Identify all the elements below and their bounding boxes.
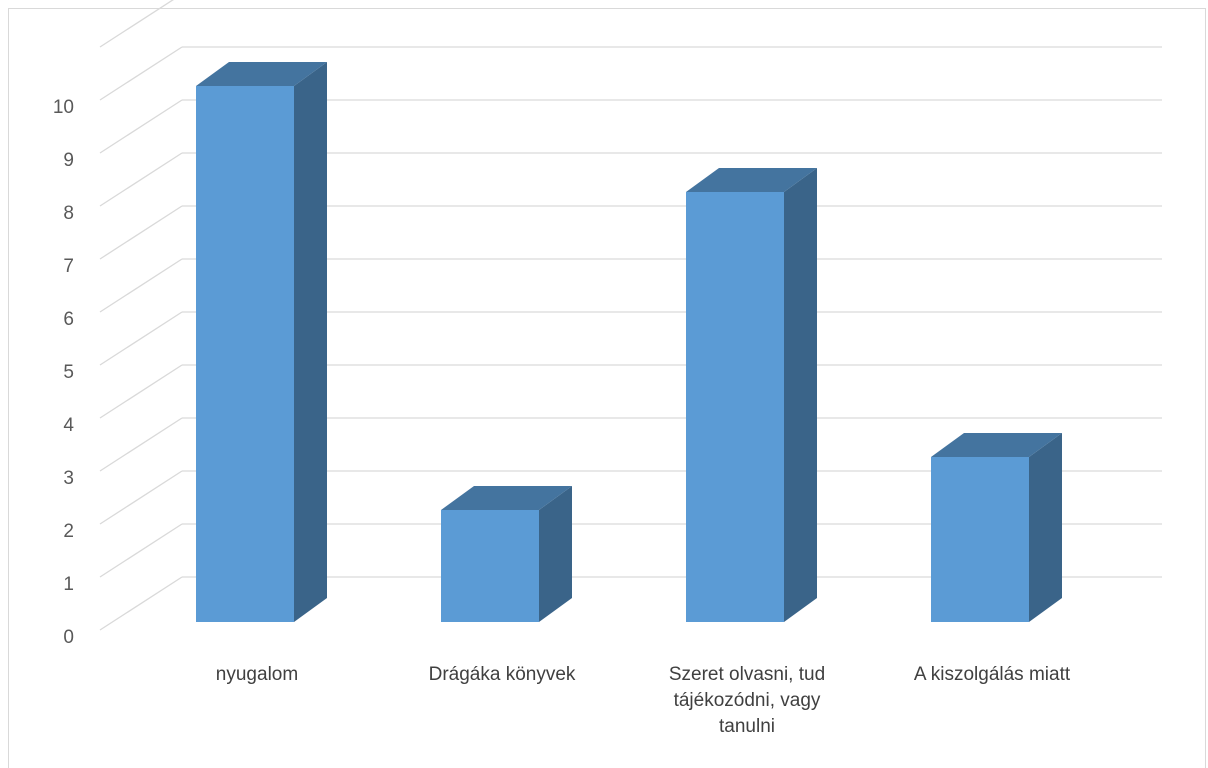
gridline-side — [99, 205, 183, 260]
category-label: tanulni — [719, 716, 775, 737]
gridline-side — [99, 152, 183, 207]
gridline-side — [99, 0, 174, 48]
gridline-side — [99, 523, 183, 578]
y-tick-label: 8 — [63, 203, 74, 224]
y-tick-label: 5 — [63, 362, 74, 383]
y-tick-label: 9 — [63, 150, 74, 171]
bar-top — [686, 168, 817, 192]
bar — [441, 486, 572, 622]
bar-front — [686, 192, 784, 622]
gridline-side — [99, 364, 183, 419]
grid-layer — [99, 0, 1162, 631]
category-label: tájékozódni, vagy — [674, 690, 821, 711]
y-tick-label: 1 — [63, 574, 74, 595]
bar-side — [784, 168, 817, 622]
bar-front — [196, 86, 294, 622]
gridline-side — [99, 258, 183, 313]
category-label: A kiszolgálás miatt — [914, 664, 1071, 685]
bar — [931, 433, 1062, 622]
bar-top — [196, 62, 327, 86]
bar-front — [931, 457, 1029, 622]
category-label: Drágáka könyvek — [429, 664, 576, 685]
x-axis-categories: nyugalom Drágáka könyvek Szeret olvasni, t… — [216, 664, 1071, 737]
y-axis-ticks: 0 1 2 3 4 5 6 7 8 9 10 — [53, 97, 75, 648]
bar-top — [441, 486, 572, 510]
y-tick-label: 4 — [63, 415, 74, 436]
y-tick-label: 0 — [63, 627, 74, 648]
gridline-side — [99, 470, 183, 525]
bar-side — [294, 62, 327, 622]
gridline-side — [99, 417, 183, 472]
bar — [196, 62, 327, 622]
bar-side — [539, 486, 572, 622]
y-tick-label: 3 — [63, 468, 74, 489]
gridline-side — [99, 576, 183, 631]
bar — [686, 168, 817, 622]
bar-top — [931, 433, 1062, 457]
bar-side — [1029, 433, 1062, 622]
y-tick-label: 2 — [63, 521, 74, 542]
category-label: Szeret olvasni, tud — [669, 664, 825, 685]
y-tick-label: 7 — [63, 256, 74, 277]
gridline-side — [99, 46, 183, 101]
y-tick-label: 10 — [53, 97, 74, 118]
bar-front — [441, 510, 539, 622]
bars — [196, 62, 1062, 622]
category-label: nyugalom — [216, 664, 298, 685]
chart-frame — [8, 8, 1206, 768]
y-tick-label: 6 — [63, 309, 74, 330]
gridline-side — [99, 311, 183, 366]
gridline-side — [99, 99, 183, 154]
